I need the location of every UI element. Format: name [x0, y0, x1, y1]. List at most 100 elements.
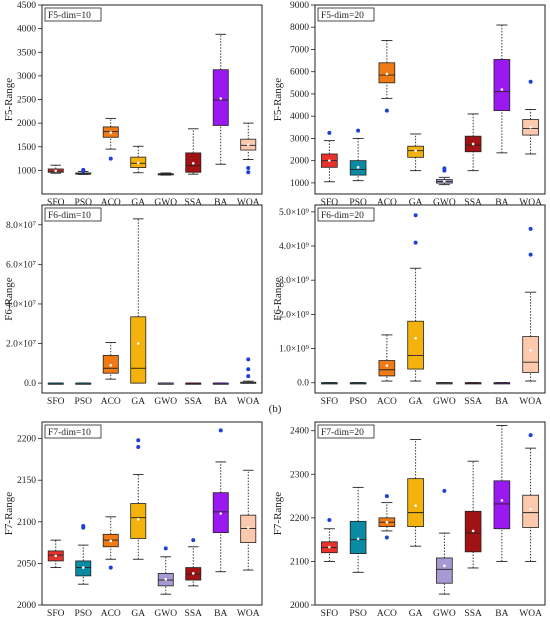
y-tick-label: 5.0×10⁹ [279, 208, 310, 218]
box-aco [378, 334, 396, 382]
y-tick-label: 2000 [290, 157, 309, 167]
mean-marker [443, 180, 446, 183]
box-ssa [185, 382, 202, 385]
x-tick-label: GWO [154, 198, 177, 208]
mean-marker [109, 131, 113, 134]
panel-4: 0.0 1.0×10⁹ 2.0×10⁹ 3.0×10⁹ 4.0×10⁹ 5.0×10⁹ F6… [272, 204, 546, 407]
x-tick-label: SFO [321, 609, 339, 618]
box-aco [102, 516, 119, 570]
mean-marker [356, 166, 360, 169]
y-tick-label: 5000 [290, 90, 309, 100]
panel-title: F5-dim=20 [317, 7, 375, 22]
x-tick-label: GA [131, 609, 145, 618]
x-tick-label: SFO [321, 397, 339, 407]
x-tick-label: ACO [377, 198, 397, 208]
box-ga [407, 213, 424, 382]
box-ga [130, 218, 147, 384]
mean-marker [529, 507, 532, 511]
y-tick-label: 8000 [290, 23, 309, 33]
panel-title: F5-dim=10 [44, 7, 102, 22]
mean-marker [219, 512, 223, 515]
box-sfo [47, 164, 64, 174]
x-tick-label: ACO [377, 397, 397, 407]
mean-marker [500, 499, 504, 502]
mean-marker [500, 88, 504, 91]
box-ga [130, 145, 147, 174]
mean-marker [136, 518, 140, 521]
y-tick-label: 3500 [17, 48, 36, 58]
panel-title-box [44, 424, 102, 439]
y-tick-label: 1000 [17, 166, 36, 176]
box-woa [522, 79, 539, 155]
box-pso [349, 486, 367, 573]
y-tick-label: 2000 [17, 601, 36, 611]
box-ga [130, 438, 147, 560]
x-tick-label: SFO [47, 609, 65, 618]
outlier-point [384, 535, 389, 540]
x-tick-label: PSO [349, 397, 367, 407]
box-woa [522, 226, 539, 382]
box-body [522, 494, 539, 528]
outlier-point [528, 433, 533, 438]
mean-marker [529, 125, 532, 129]
outlier-point [413, 213, 418, 218]
outlier-point [413, 240, 418, 245]
y-tick-label: 7000 [290, 45, 309, 55]
outlier-point [442, 166, 447, 171]
x-tick-label: ACO [101, 609, 121, 618]
mean-marker [529, 348, 532, 352]
box-aco [378, 494, 396, 540]
mean-marker [136, 161, 140, 165]
mean-marker [109, 539, 113, 543]
y-tick-label: 6.0×10⁷ [6, 260, 36, 270]
box-gwo [436, 488, 453, 595]
box-body [130, 503, 147, 539]
mean-marker [219, 97, 223, 100]
x-tick-label: SFO [321, 198, 339, 208]
panel-2: 1000 2000 3000 4000 5000 6000 7000 8000 9000 F5-R… [272, 1, 546, 208]
box-aco [102, 117, 119, 161]
outlier-point [191, 538, 196, 543]
x-tick-label: GWO [433, 198, 456, 208]
mean-marker [471, 142, 475, 146]
mean-marker [164, 577, 168, 581]
mean-marker [414, 337, 417, 340]
box-sfo [321, 518, 338, 562]
outlier-point [136, 444, 141, 449]
x-tick-label: BA [495, 609, 508, 618]
outlier-point [327, 518, 332, 523]
panel-title-box [317, 207, 375, 222]
mean-marker [246, 526, 250, 529]
mean-marker [328, 159, 331, 162]
panel-title: F6-dim=20 [317, 207, 375, 222]
outlier-point [384, 494, 389, 499]
panel-title: F7-dim=10 [44, 424, 102, 439]
box-pso [349, 128, 367, 182]
x-tick-label: GA [409, 397, 423, 407]
panel-title-box [44, 207, 102, 222]
box-body [436, 557, 453, 584]
outlier-point [136, 438, 141, 443]
y-tick-label: 6000 [290, 68, 309, 78]
box-aco [102, 342, 119, 380]
mean-marker [414, 504, 417, 507]
panel-title: F6-dim=10 [44, 207, 102, 222]
x-tick-label: WOA [237, 397, 260, 407]
box-pso [75, 523, 92, 585]
plot-frame [41, 421, 263, 606]
x-tick-label: GA [131, 397, 145, 407]
y-tick-label: 1000 [290, 179, 309, 189]
x-tick-label: SSA [185, 397, 203, 407]
mean-marker [191, 161, 195, 165]
figure-caption: (b) [269, 403, 282, 415]
outlier-point [384, 108, 389, 113]
mean-marker [356, 537, 360, 541]
y-tick-label: 2.0×10⁷ [6, 340, 36, 350]
box-body [407, 478, 424, 527]
mean-marker [385, 520, 389, 524]
y-tick-label: 3000 [290, 134, 309, 144]
x-tick-label: BA [214, 609, 227, 618]
outlier-point [246, 374, 251, 379]
mean-marker [385, 364, 389, 367]
